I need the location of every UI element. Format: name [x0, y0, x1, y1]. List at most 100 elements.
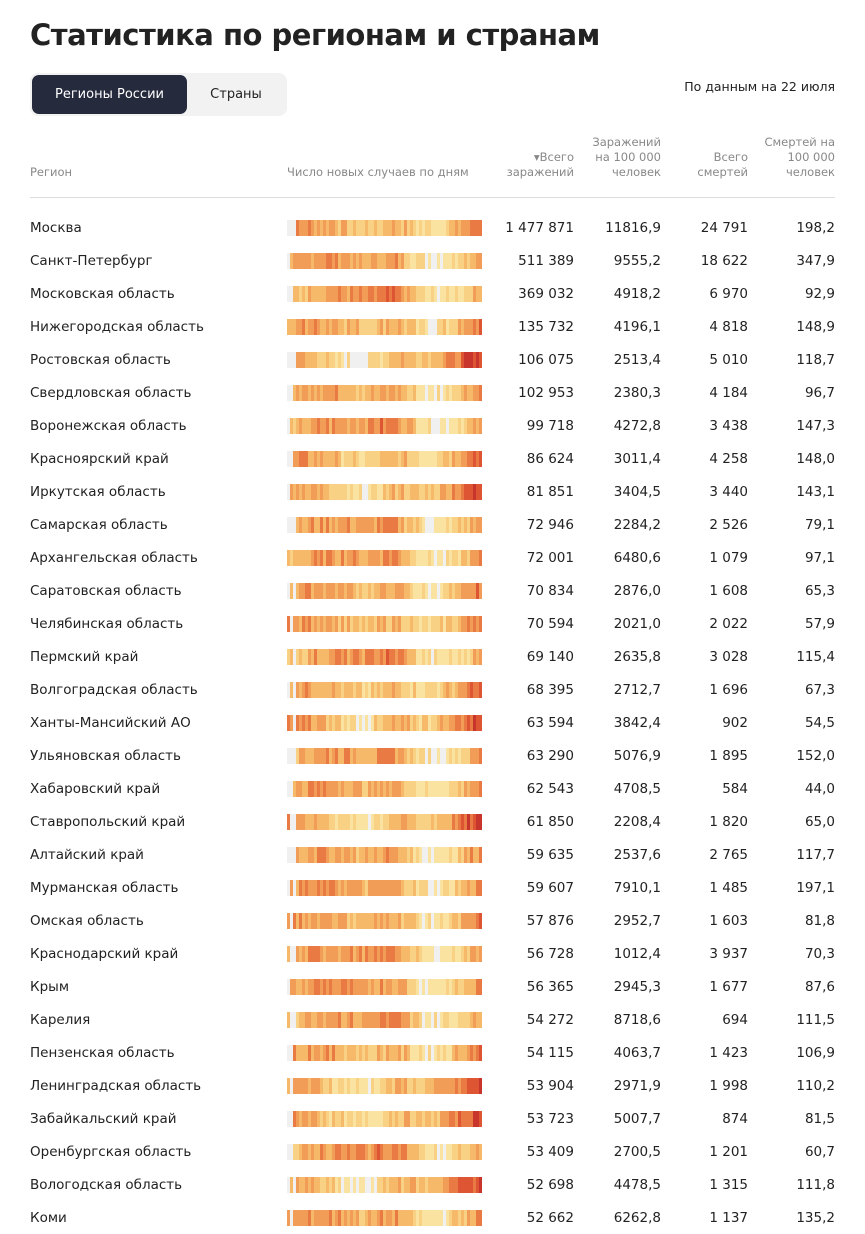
strip-cell — [452, 1111, 456, 1127]
strip-cell — [464, 814, 468, 830]
strip-cell — [317, 1111, 321, 1127]
strip-cell — [425, 1111, 429, 1127]
strip-cell — [449, 1012, 453, 1028]
strip-cell — [392, 814, 396, 830]
strip-cell — [371, 814, 375, 830]
strip-cell — [344, 715, 348, 731]
strip-cell — [314, 913, 318, 929]
strip-cell — [290, 220, 294, 236]
strip-cell — [422, 286, 426, 302]
strip-cell — [350, 583, 354, 599]
column-header: Всего смертей — [697, 150, 748, 179]
strip-cell — [410, 352, 414, 368]
strip-cell — [455, 715, 459, 731]
strip-cell — [410, 517, 414, 533]
strip-cell — [362, 748, 366, 764]
strip-cell — [422, 748, 426, 764]
strip-cell — [422, 814, 426, 830]
strip-cell — [449, 913, 453, 929]
strip-cell — [446, 913, 450, 929]
strip-cell — [353, 1144, 357, 1160]
strip-cell — [398, 781, 402, 797]
strip-cell — [338, 286, 342, 302]
cell: 4196,1 — [613, 319, 661, 335]
strip-cell — [434, 649, 438, 665]
strip-cell — [425, 1210, 429, 1226]
strip-cell — [341, 847, 345, 863]
strip-cell — [479, 814, 482, 830]
strip-cell — [461, 517, 465, 533]
strip-cell — [308, 913, 312, 929]
tab[interactable]: Регионы России — [32, 75, 187, 114]
strip-cell — [473, 583, 477, 599]
cell: 135 732 — [518, 319, 574, 335]
strip-cell — [401, 385, 405, 401]
strip-cell — [335, 220, 339, 236]
strip-cell — [350, 616, 354, 632]
strip-cell — [305, 517, 309, 533]
strip-cell — [377, 748, 381, 764]
strip-cell — [320, 748, 324, 764]
strip-cell — [407, 385, 411, 401]
strip-cell — [290, 715, 294, 731]
strip-cell — [296, 286, 300, 302]
tab[interactable]: Страны — [210, 87, 262, 102]
strip-cell — [362, 649, 366, 665]
strip-cell — [404, 220, 408, 236]
strip-cell — [440, 418, 444, 434]
cell: 79,1 — [804, 517, 835, 533]
strip-cell — [455, 781, 459, 797]
strip-cell — [362, 583, 366, 599]
strip-cell — [320, 979, 324, 995]
strip-cell — [383, 1177, 387, 1193]
strip-cell — [323, 319, 327, 335]
strip-cell — [446, 616, 450, 632]
strip-cell — [296, 1078, 300, 1094]
region-name: Архангельская область — [30, 550, 198, 566]
strip-cell — [404, 1045, 408, 1061]
strip-cell — [287, 649, 291, 665]
strip-cell — [320, 946, 324, 962]
strip-cell — [317, 220, 321, 236]
strip-cell — [395, 1045, 399, 1061]
strip-cell — [428, 583, 432, 599]
strip-cell — [329, 880, 333, 896]
strip-cell — [347, 418, 351, 434]
strip-cell — [392, 616, 396, 632]
strip-cell — [353, 319, 357, 335]
strip-cell — [305, 319, 309, 335]
strip-cell — [437, 682, 441, 698]
strip-cell — [419, 649, 423, 665]
cell: 1 079 — [709, 550, 748, 566]
strip-cell — [461, 781, 465, 797]
strip-cell — [428, 1111, 432, 1127]
strip-cell — [413, 649, 417, 665]
strip-cell — [290, 1045, 294, 1061]
strip-cell — [365, 880, 369, 896]
strip-cell — [443, 715, 447, 731]
strip-cell — [356, 352, 360, 368]
strip-cell — [308, 847, 312, 863]
strip-cell — [293, 1210, 297, 1226]
strip-cell — [473, 847, 477, 863]
strip-cell — [401, 682, 405, 698]
strip-cell — [365, 1177, 369, 1193]
strip-cell — [398, 715, 402, 731]
strip-cell — [422, 946, 426, 962]
strip-cell — [356, 781, 360, 797]
strip-cell — [419, 220, 423, 236]
strip-cell — [434, 1078, 438, 1094]
strip-cell — [329, 1045, 333, 1061]
cell: 2537,6 — [613, 847, 661, 863]
strip-cell — [305, 979, 309, 995]
strip-cell — [428, 979, 432, 995]
strip-cell — [347, 484, 351, 500]
strip-cell — [461, 550, 465, 566]
region-name: Ставропольский край — [30, 814, 186, 830]
strip-cell — [332, 880, 336, 896]
strip-cell — [317, 385, 321, 401]
strip-cell — [323, 913, 327, 929]
strip-cell — [443, 583, 447, 599]
strip-cell — [404, 1078, 408, 1094]
strip-cell — [359, 385, 363, 401]
